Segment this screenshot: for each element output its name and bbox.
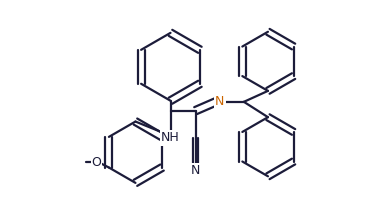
Text: N: N	[191, 164, 200, 177]
Text: NH: NH	[161, 131, 180, 145]
Text: N: N	[215, 95, 224, 108]
Text: O: O	[92, 156, 101, 169]
